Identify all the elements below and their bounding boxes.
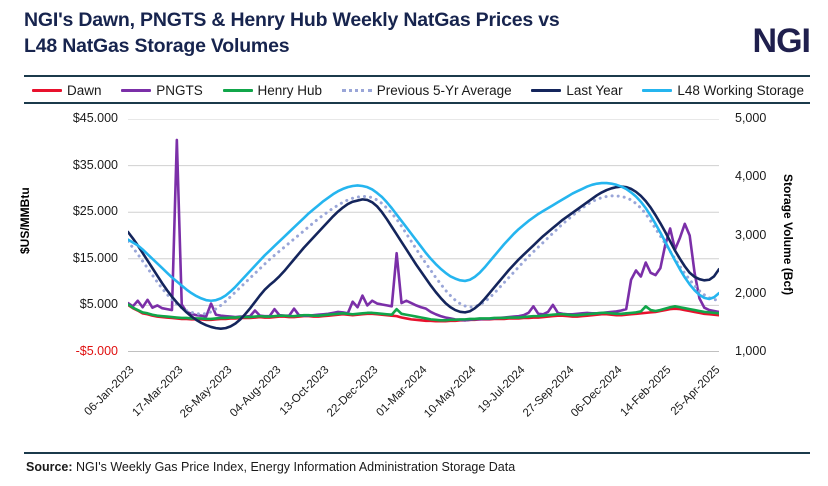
header-divider-bottom: [24, 102, 810, 104]
y-axis-left-tick-label: $35.000: [72, 157, 118, 172]
legend-label: Last Year: [566, 82, 623, 98]
legend-label: PNGTS: [156, 82, 203, 98]
legend-item-dawn[interactable]: Dawn: [32, 83, 102, 98]
legend-item-pngts[interactable]: PNGTS: [121, 83, 203, 98]
plot-area: [128, 119, 719, 352]
source-note: Source: NGI's Weekly Gas Price Index, En…: [26, 460, 515, 474]
y-axis-left-tick-label: -$5.000: [75, 344, 118, 358]
legend-label: Henry Hub: [257, 82, 323, 98]
source-text: NGI's Weekly Gas Price Index, Energy Inf…: [72, 460, 516, 474]
line-swatch-icon: [222, 88, 253, 92]
y-axis-left-tick-label: $15.000: [72, 250, 118, 265]
y-axis-right-tick-label: 2,000: [735, 285, 767, 300]
legend-label: L48 Working Storage: [677, 82, 804, 98]
page-title-line2: L48 NatGas Storage Volumes: [24, 34, 290, 57]
y-axis-right-tick-label: 5,000: [735, 111, 767, 125]
chart-canvas: $US/MMBtu Storage Volume (Bcf) -$5.000 $5…: [0, 104, 828, 444]
y-axis-left-tick-label: $25.000: [72, 204, 118, 219]
y-axis-left-tick-label: $5.000: [79, 297, 118, 312]
series-lines: [128, 119, 719, 352]
page-title-line1: NGI's Dawn, PNGTS & Henry Hub Weekly Nat…: [24, 9, 560, 31]
chart-legend: Dawn PNGTS Henry Hub Previous 5-Yr Avera…: [26, 78, 810, 102]
legend-item-l48-working-storage[interactable]: L48 Working Storage: [642, 83, 804, 98]
y-axis-left-title: $US/MMBtu: [18, 187, 32, 254]
legend-item-previous-5yr-average[interactable]: Previous 5-Yr Average: [341, 82, 512, 98]
y-axis-right-tick-label: 3,000: [735, 227, 767, 242]
line-swatch-icon: [642, 88, 673, 92]
line-swatch-icon: [121, 88, 152, 92]
source-label: Source:: [26, 460, 73, 474]
page-title: NGI's Dawn, PNGTS & Henry Hub Weekly Nat…: [24, 8, 664, 59]
legend-item-henry-hub[interactable]: Henry Hub: [222, 82, 323, 98]
header-divider-top: [24, 75, 810, 77]
line-swatch-icon: [32, 88, 62, 92]
ngi-logo: NGI: [752, 22, 811, 60]
legend-item-last-year[interactable]: Last Year: [531, 82, 623, 98]
y-axis-right-tick-label: 1,000: [735, 344, 767, 358]
line-swatch-icon: [531, 88, 562, 92]
legend-label: Dawn: [67, 82, 102, 98]
legend-label: Previous 5-Yr Average: [376, 82, 512, 98]
y-axis-left-tick-label: $45.000: [72, 111, 118, 125]
y-axis-right-tick-label: 4,000: [735, 169, 767, 184]
footer-divider: [24, 452, 810, 454]
chart-header: NGI's Dawn, PNGTS & Henry Hub Weekly Nat…: [24, 8, 811, 70]
dotted-line-swatch-icon: [341, 88, 372, 92]
